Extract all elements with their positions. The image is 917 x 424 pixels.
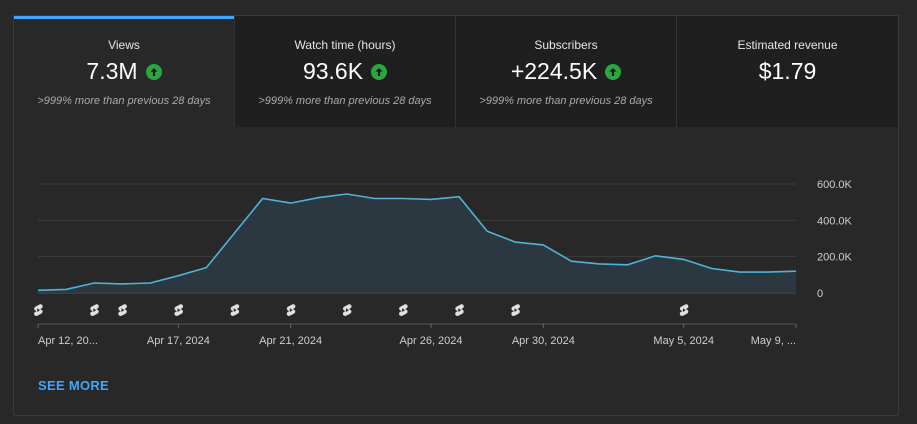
shorts-icon[interactable]	[342, 304, 352, 317]
data-point[interactable]	[794, 269, 799, 274]
data-point[interactable]	[709, 266, 714, 271]
tab-title: Watch time (hours)	[294, 38, 396, 52]
y-tick-label: 0	[817, 288, 823, 300]
y-tick-label: 400.0K	[817, 215, 853, 227]
see-more-button[interactable]: SEE MORE	[38, 378, 110, 393]
data-point[interactable]	[597, 261, 602, 266]
data-point[interactable]	[204, 265, 209, 270]
arrow-up-icon	[371, 63, 388, 80]
comparison-text: >999% more than previous 28 days	[37, 95, 211, 107]
data-point[interactable]	[400, 196, 405, 201]
x-tick-label: Apr 17, 2024	[147, 335, 210, 347]
x-tick-label: Apr 26, 2024	[400, 335, 463, 347]
data-point[interactable]	[541, 242, 546, 247]
data-point[interactable]	[120, 281, 125, 286]
tab-title: Views	[108, 38, 140, 52]
views-chart: 600.0K 400.0K 200.0K 0 Apr 12, 20... Apr 17, …	[34, 179, 853, 347]
data-point[interactable]	[457, 194, 462, 199]
tab-subscribers[interactable]: Subscribers +224.5K >999% more than previo…	[456, 16, 677, 127]
data-point[interactable]	[92, 281, 97, 286]
y-tick-label: 600.0K	[817, 179, 853, 191]
shorts-icon[interactable]	[511, 304, 520, 317]
shorts-icon[interactable]	[118, 304, 127, 317]
data-point[interactable]	[765, 270, 770, 275]
x-tick-label: Apr 21, 2024	[259, 335, 322, 347]
data-point[interactable]	[653, 253, 658, 258]
metric-value: $1.79	[758, 58, 817, 84]
metric-value-row: 93.6K	[235, 58, 455, 85]
shorts-icon[interactable]	[455, 304, 464, 317]
data-point[interactable]	[176, 273, 181, 278]
tab-estimated-revenue[interactable]: Estimated revenue $1.79	[677, 16, 898, 127]
x-tick-label: Apr 30, 2024	[512, 335, 575, 347]
metric-value-row: +224.5K	[456, 58, 676, 85]
tab-title: Estimated revenue	[737, 38, 838, 52]
comparison-text: >999% more than previous 28 days	[258, 95, 432, 107]
data-point[interactable]	[36, 288, 41, 293]
data-point[interactable]	[288, 201, 293, 206]
analytics-card: Views 7.3M >999% more than previous 28 day…	[13, 15, 899, 416]
data-point[interactable]	[344, 191, 349, 196]
arrow-up-icon	[145, 63, 162, 80]
data-point[interactable]	[681, 257, 686, 262]
x-tick-label: Apr 12, 20...	[38, 335, 98, 347]
data-point[interactable]	[513, 240, 518, 245]
metric-value-row: 7.3M	[14, 58, 234, 85]
data-point[interactable]	[485, 229, 490, 234]
metric-tabs: Views 7.3M >999% more than previous 28 day…	[14, 16, 898, 127]
shorts-icon[interactable]	[230, 304, 240, 317]
data-point[interactable]	[316, 195, 321, 200]
metric-value-row: $1.79	[677, 58, 898, 85]
x-tick-label: May 9, ...	[751, 335, 796, 347]
data-point[interactable]	[232, 231, 237, 236]
shorts-icon[interactable]	[174, 304, 184, 317]
x-tick-label: May 5, 2024	[653, 335, 714, 347]
data-point[interactable]	[737, 270, 742, 275]
data-point[interactable]	[148, 281, 153, 286]
metric-value: +224.5K	[510, 58, 598, 84]
shorts-icon[interactable]	[34, 304, 43, 317]
views-area	[38, 194, 796, 293]
comparison-text: >999% more than previous 28 days	[479, 95, 653, 107]
views-series-line	[37, 193, 797, 292]
metric-value: 7.3M	[86, 58, 138, 84]
arrow-up-icon	[605, 63, 622, 80]
tab-title: Subscribers	[534, 38, 598, 52]
metric-value: 93.6K	[302, 58, 364, 84]
data-point[interactable]	[64, 287, 69, 292]
shorts-icon[interactable]	[679, 304, 689, 317]
data-point[interactable]	[372, 196, 377, 201]
tab-watch-time-hours[interactable]: Watch time (hours) 93.6K >999% more than p…	[235, 16, 456, 127]
shorts-icon[interactable]	[90, 304, 99, 317]
data-point[interactable]	[429, 197, 434, 202]
data-point[interactable]	[260, 196, 265, 201]
tab-views[interactable]: Views 7.3M >999% more than previous 28 day…	[14, 16, 235, 127]
data-point[interactable]	[569, 259, 574, 264]
y-tick-label: 200.0K	[817, 252, 853, 264]
shorts-icon[interactable]	[399, 304, 408, 317]
shorts-icon[interactable]	[286, 304, 296, 317]
data-point[interactable]	[625, 262, 630, 267]
